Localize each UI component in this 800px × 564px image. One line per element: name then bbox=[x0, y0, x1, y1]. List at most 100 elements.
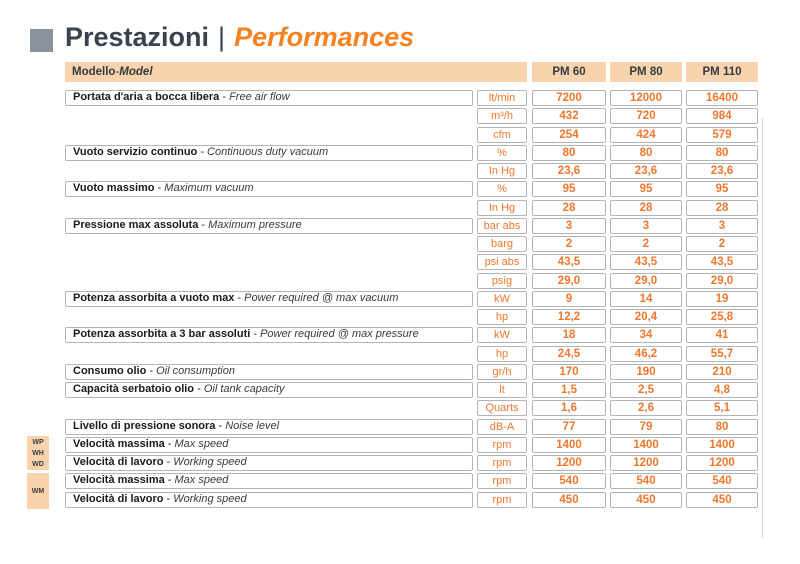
value-cell: 19 bbox=[686, 290, 758, 307]
row-label-separator: - bbox=[163, 492, 174, 505]
row-label-separator: - bbox=[198, 218, 209, 231]
table-row: Velocità di lavoro - Working speed rpm 450… bbox=[65, 491, 758, 508]
model-header-pm60: PM 60 bbox=[532, 62, 606, 82]
value-cell: 1,6 bbox=[532, 400, 606, 417]
row-label-english: Working speed bbox=[173, 456, 247, 468]
row-label: Portata d'aria a bocca libera - Free air… bbox=[65, 90, 473, 106]
row-label-english: Oil tank capacity bbox=[203, 383, 285, 395]
row-label-english: Working speed bbox=[173, 492, 247, 505]
value-cell: 432 bbox=[532, 108, 606, 125]
table-row: Portata d'aria a bocca libera - Free air… bbox=[65, 90, 758, 106]
row-label-separator: - bbox=[234, 291, 245, 304]
value-cell: 424 bbox=[610, 126, 682, 143]
row-label-spacer bbox=[65, 273, 473, 289]
value-cell: 80 bbox=[610, 144, 682, 161]
value-cell: 2 bbox=[610, 236, 682, 252]
value-cell: 16400 bbox=[686, 90, 758, 106]
value-cell: 190 bbox=[610, 363, 682, 380]
value-cell: 23,6 bbox=[686, 163, 758, 179]
row-label-italian: Pressione max assoluta bbox=[73, 218, 199, 231]
value-cell: 2 bbox=[532, 236, 606, 252]
unit-cell: % bbox=[477, 181, 527, 198]
value-cell: 1200 bbox=[686, 455, 758, 471]
value-cell: 41 bbox=[686, 327, 758, 344]
value-cell: 25,8 bbox=[686, 309, 758, 325]
row-label: Pressione max assoluta - Maximum pressur… bbox=[65, 217, 473, 234]
table-row: hp 24,5 46,2 55,7 bbox=[65, 345, 758, 362]
row-label-english: Free air flow bbox=[229, 91, 290, 103]
value-cell: 28 bbox=[686, 199, 758, 216]
row-label-italian: Vuoto massimo bbox=[73, 182, 155, 195]
row-label-italian: Consumo olio bbox=[73, 364, 147, 377]
value-cell: 2,6 bbox=[610, 400, 682, 417]
model-header-pm110: PM 110 bbox=[686, 62, 758, 82]
value-cell: 540 bbox=[686, 473, 758, 490]
row-label-italian: Portata d'aria a bocca libera bbox=[73, 91, 220, 103]
row-label-spacer bbox=[65, 236, 473, 252]
value-cell: 43,5 bbox=[610, 254, 682, 271]
row-label-separator: - bbox=[219, 91, 230, 103]
value-cell: 46,2 bbox=[610, 345, 682, 362]
row-label-english: Maximum vacuum bbox=[164, 182, 254, 195]
value-cell: 5,1 bbox=[686, 400, 758, 417]
model-header-label-it: Modello bbox=[72, 66, 116, 78]
value-cell: 540 bbox=[610, 473, 682, 490]
row-label: Velocità di lavoro - Working speed bbox=[65, 455, 473, 471]
table-row: Vuoto massimo - Maximum vacuum% 95 95 95 bbox=[65, 181, 758, 198]
value-cell: 1400 bbox=[686, 436, 758, 453]
row-label: Velocità di lavoro - Working speed bbox=[65, 491, 473, 508]
value-cell: 579 bbox=[686, 126, 758, 143]
value-cell: 720 bbox=[610, 108, 682, 125]
row-label-english: Continuous duty vacuum bbox=[207, 145, 329, 158]
page-title-english: Performances bbox=[234, 22, 415, 52]
row-label-separator: - bbox=[215, 419, 226, 432]
row-label-italian: Velocità di lavoro bbox=[73, 492, 164, 505]
row-label-spacer bbox=[65, 108, 473, 124]
value-cell: 3 bbox=[686, 217, 758, 234]
row-label: Potenza assorbita a 3 bar assoluti - Pow… bbox=[65, 327, 473, 344]
value-cell: 14 bbox=[610, 290, 682, 307]
table-row: In Hg 23,6 23,6 23,6 bbox=[65, 163, 758, 179]
value-cell: 18 bbox=[532, 327, 606, 344]
value-cell: 55,7 bbox=[686, 345, 758, 362]
value-cell: 20,4 bbox=[610, 309, 682, 325]
unit-cell: hp bbox=[477, 345, 527, 362]
table-row: Velocità di lavoro - Working speed rpm 120… bbox=[65, 455, 758, 471]
row-label-spacer bbox=[65, 309, 473, 325]
value-cell: 2,5 bbox=[610, 382, 682, 398]
table-row: Vuoto servizio continuo - Continuous dut… bbox=[65, 144, 758, 161]
page-header: Prestazioni | Performances bbox=[0, 0, 800, 56]
row-label-english: Max speed bbox=[174, 474, 229, 487]
unit-cell: kW bbox=[477, 327, 527, 344]
row-label-spacer bbox=[65, 400, 473, 416]
unit-cell: % bbox=[477, 144, 527, 161]
value-cell: 43,5 bbox=[532, 254, 606, 271]
row-label: Velocità massima - Max speed bbox=[65, 436, 473, 453]
value-cell: 1200 bbox=[610, 455, 682, 471]
row-label-italian: Potenza assorbita a vuoto max bbox=[73, 291, 235, 304]
row-label-separator: - bbox=[197, 145, 208, 158]
table-row: Pressione max assoluta - Maximum pressur… bbox=[65, 217, 758, 234]
row-label-italian: Velocità massima bbox=[73, 437, 165, 450]
value-cell: 3 bbox=[610, 217, 682, 234]
value-cell: 3 bbox=[532, 217, 606, 234]
page-title-italian: Prestazioni bbox=[65, 22, 210, 52]
value-cell: 12000 bbox=[610, 90, 682, 106]
unit-cell: rpm bbox=[477, 491, 527, 508]
value-cell: 95 bbox=[686, 181, 758, 198]
page-title: Prestazioni | Performances bbox=[65, 22, 414, 53]
unit-cell: In Hg bbox=[477, 163, 527, 179]
table-row: psi abs 43,5 43,5 43,5 bbox=[65, 254, 758, 271]
table-header-row: Modello - Model PM 60 PM 80 PM 110 bbox=[65, 62, 758, 82]
value-cell: 80 bbox=[686, 418, 758, 435]
value-cell: 4,8 bbox=[686, 382, 758, 398]
value-cell: 254 bbox=[532, 126, 606, 143]
model-header-separator: - bbox=[115, 66, 120, 78]
variant-badge: WM bbox=[31, 487, 45, 495]
unit-cell: kW bbox=[477, 290, 527, 307]
row-label-italian: Vuoto servizio continuo bbox=[73, 145, 198, 158]
value-cell: 1400 bbox=[610, 436, 682, 453]
value-cell: 80 bbox=[532, 144, 606, 161]
variant-badge: WH bbox=[32, 449, 44, 457]
value-cell: 12,2 bbox=[532, 309, 606, 325]
